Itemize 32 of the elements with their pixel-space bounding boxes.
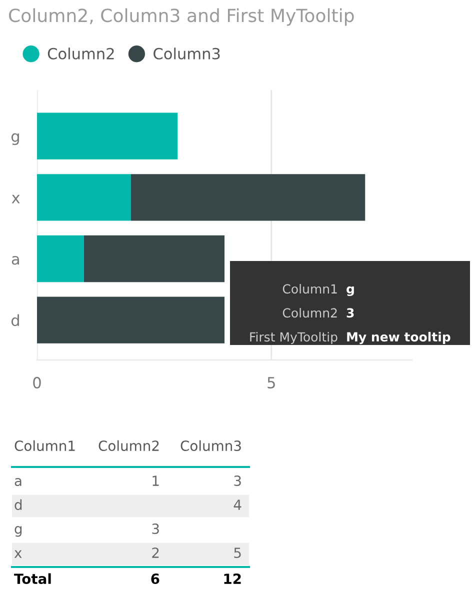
annotation: My new tooltip [347, 332, 450, 344]
y-tick-label: a [12, 256, 19, 265]
x-tick-label: 0 [33, 376, 41, 388]
annotation: Column2 [282, 308, 337, 318]
text: 6 [151, 574, 160, 584]
text: 2 [152, 548, 159, 558]
text: 4 [234, 500, 242, 510]
bar [130, 174, 366, 221]
text: Column2 [98, 440, 159, 452]
legend-label: Column2 [48, 48, 114, 60]
annotation: g [346, 286, 354, 296]
y-tick-label: x [12, 194, 20, 204]
text: Column1 [14, 440, 75, 452]
text: Total [14, 573, 51, 584]
y-tick-label: g [11, 133, 19, 146]
annotation: Column1 [282, 284, 337, 294]
annotation: First MyTooltip [250, 332, 338, 344]
text: 3 [234, 476, 241, 486]
text: 1 [152, 476, 159, 486]
text: Column3 [180, 440, 241, 452]
text: 5 [234, 548, 241, 558]
y-tick-label: d [11, 314, 19, 326]
bar [37, 235, 84, 282]
bar [37, 112, 178, 160]
text: 3 [152, 524, 159, 534]
bar [37, 174, 131, 221]
text: 12 [224, 574, 241, 584]
bar [37, 296, 224, 344]
bar [84, 235, 224, 282]
legend-label: Column3 [154, 48, 220, 60]
chart-title: Column2, Column3 and First MyTooltip [9, 8, 354, 26]
annotation: 3 [346, 308, 354, 318]
